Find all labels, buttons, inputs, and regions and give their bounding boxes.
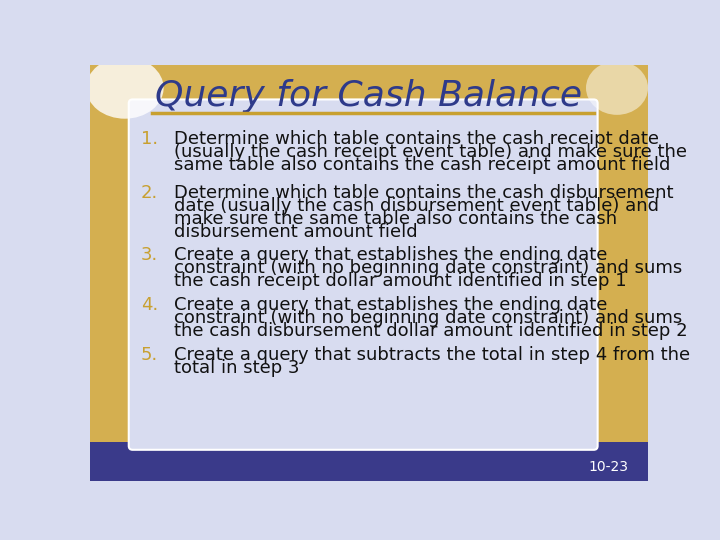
Text: the cash disbursement dollar amount identified in step 2: the cash disbursement dollar amount iden… (174, 322, 688, 340)
Text: 10-23: 10-23 (589, 460, 629, 474)
Text: Query for Cash Balance: Query for Cash Balance (156, 79, 582, 113)
Text: the cash receipt dollar amount identified in step 1: the cash receipt dollar amount identifie… (174, 272, 626, 290)
Bar (590, 65, 648, 481)
Text: make sure the same table also contains the cash: make sure the same table also contains t… (174, 211, 617, 228)
Bar (90, 65, 140, 442)
Text: 4.: 4. (141, 296, 158, 314)
Text: 2.: 2. (141, 184, 158, 202)
Text: 1.: 1. (141, 130, 158, 148)
Bar (90, 442, 648, 481)
Text: Determine which table contains the cash disbursement: Determine which table contains the cash … (174, 184, 673, 202)
Text: date (usually the cash disbursement event table) and: date (usually the cash disbursement even… (174, 197, 659, 215)
Text: Determine which table contains the cash receipt date: Determine which table contains the cash … (174, 130, 659, 148)
Text: disbursement amount field: disbursement amount field (174, 224, 418, 241)
Text: (usually the cash receipt event table) and make sure the: (usually the cash receipt event table) a… (174, 143, 687, 161)
Text: constraint (with no beginning date constraint) and sums: constraint (with no beginning date const… (174, 309, 682, 327)
Ellipse shape (86, 57, 163, 119)
Text: Create a query that establishes the ending date: Create a query that establishes the endi… (174, 296, 607, 314)
Text: 3.: 3. (141, 246, 158, 264)
Text: Create a query that subtracts the total in step 4 from the: Create a query that subtracts the total … (174, 346, 690, 364)
Text: 5.: 5. (141, 346, 158, 364)
Text: constraint (with no beginning date constraint) and sums: constraint (with no beginning date const… (174, 259, 682, 277)
Text: same table also contains the cash receipt amount field: same table also contains the cash receip… (174, 157, 670, 174)
FancyBboxPatch shape (129, 99, 598, 450)
Text: Create a query that establishes the ending date: Create a query that establishes the endi… (174, 246, 607, 264)
Ellipse shape (586, 61, 648, 115)
Bar (90, 65, 648, 119)
Text: total in step 3: total in step 3 (174, 359, 300, 377)
